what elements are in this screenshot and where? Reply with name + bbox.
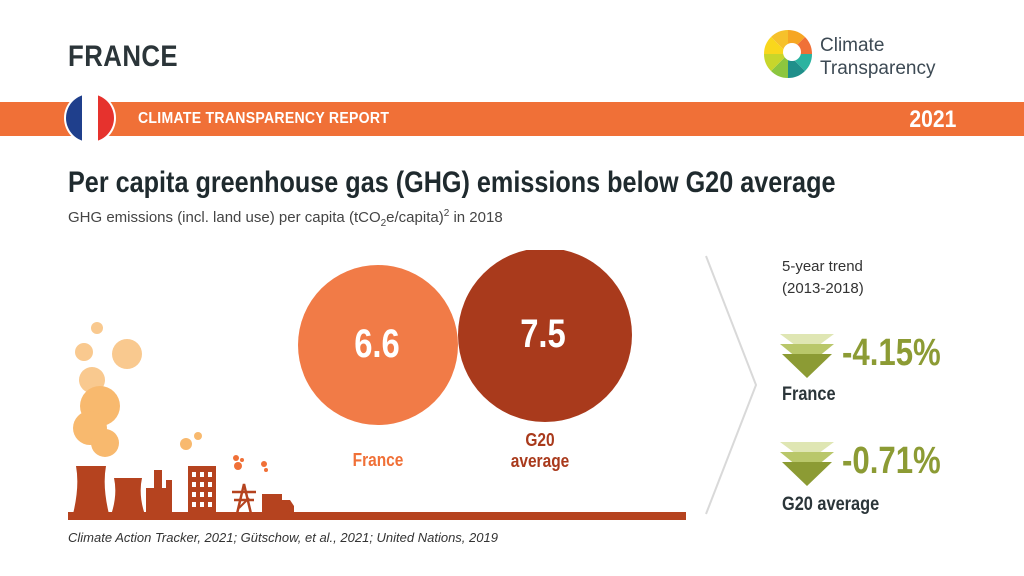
logo-text: Climate Transparency — [820, 34, 935, 80]
france-flag-icon — [64, 92, 116, 144]
chevron-divider-icon — [705, 255, 758, 515]
banner-year: 2021 — [909, 106, 956, 133]
comparison-circles — [298, 250, 632, 425]
g20-circle — [458, 250, 632, 422]
subtitle-superscript: 2 — [443, 208, 450, 219]
france-trend-value: -4.15% — [842, 332, 941, 374]
headline: Per capita greenhouse gas (GHG) emission… — [68, 166, 836, 199]
subtitle-text-1: GHG emissions (incl. land use) per capit… — [68, 209, 381, 226]
subtitle-text-3: in 2018 — [449, 209, 503, 226]
subtitle-subscript: 2 — [380, 218, 387, 229]
header-banner — [0, 102, 1024, 136]
climate-transparency-logo-icon — [763, 29, 813, 79]
g20-trend-label: G20 average — [782, 494, 880, 515]
france-label: France — [352, 450, 404, 470]
logo-line1: Climate — [820, 35, 885, 56]
france-circle — [298, 265, 458, 425]
g20-label: G20 average — [497, 430, 583, 472]
trend-title: 5-year trend (2013-2018) — [782, 256, 864, 300]
trend-title-line1: 5-year trend — [782, 258, 863, 275]
down-trend-icon — [780, 334, 834, 378]
logo-line2: Transparency — [820, 58, 936, 79]
france-trend-label: France — [782, 384, 836, 405]
source-citation: Climate Action Tracker, 2021; Gütschow, … — [68, 530, 498, 545]
trend-title-line2: (2013-2018) — [782, 280, 864, 297]
subtitle-text-2: e/capita) — [386, 209, 444, 226]
g20-trend-value: -0.71% — [842, 440, 941, 482]
country-title: FRANCE — [68, 40, 179, 73]
france-value: 6.6 — [354, 322, 400, 366]
subtitle: GHG emissions (incl. land use) per capit… — [68, 208, 503, 229]
banner-title: CLIMATE TRANSPARENCY REPORT — [138, 110, 390, 127]
g20-label-line1: G20 — [525, 430, 555, 450]
down-trend-icon — [780, 442, 834, 486]
g20-value: 7.5 — [520, 312, 566, 356]
factory-illustration-icon — [68, 322, 686, 520]
g20-label-line2: average — [510, 451, 570, 471]
